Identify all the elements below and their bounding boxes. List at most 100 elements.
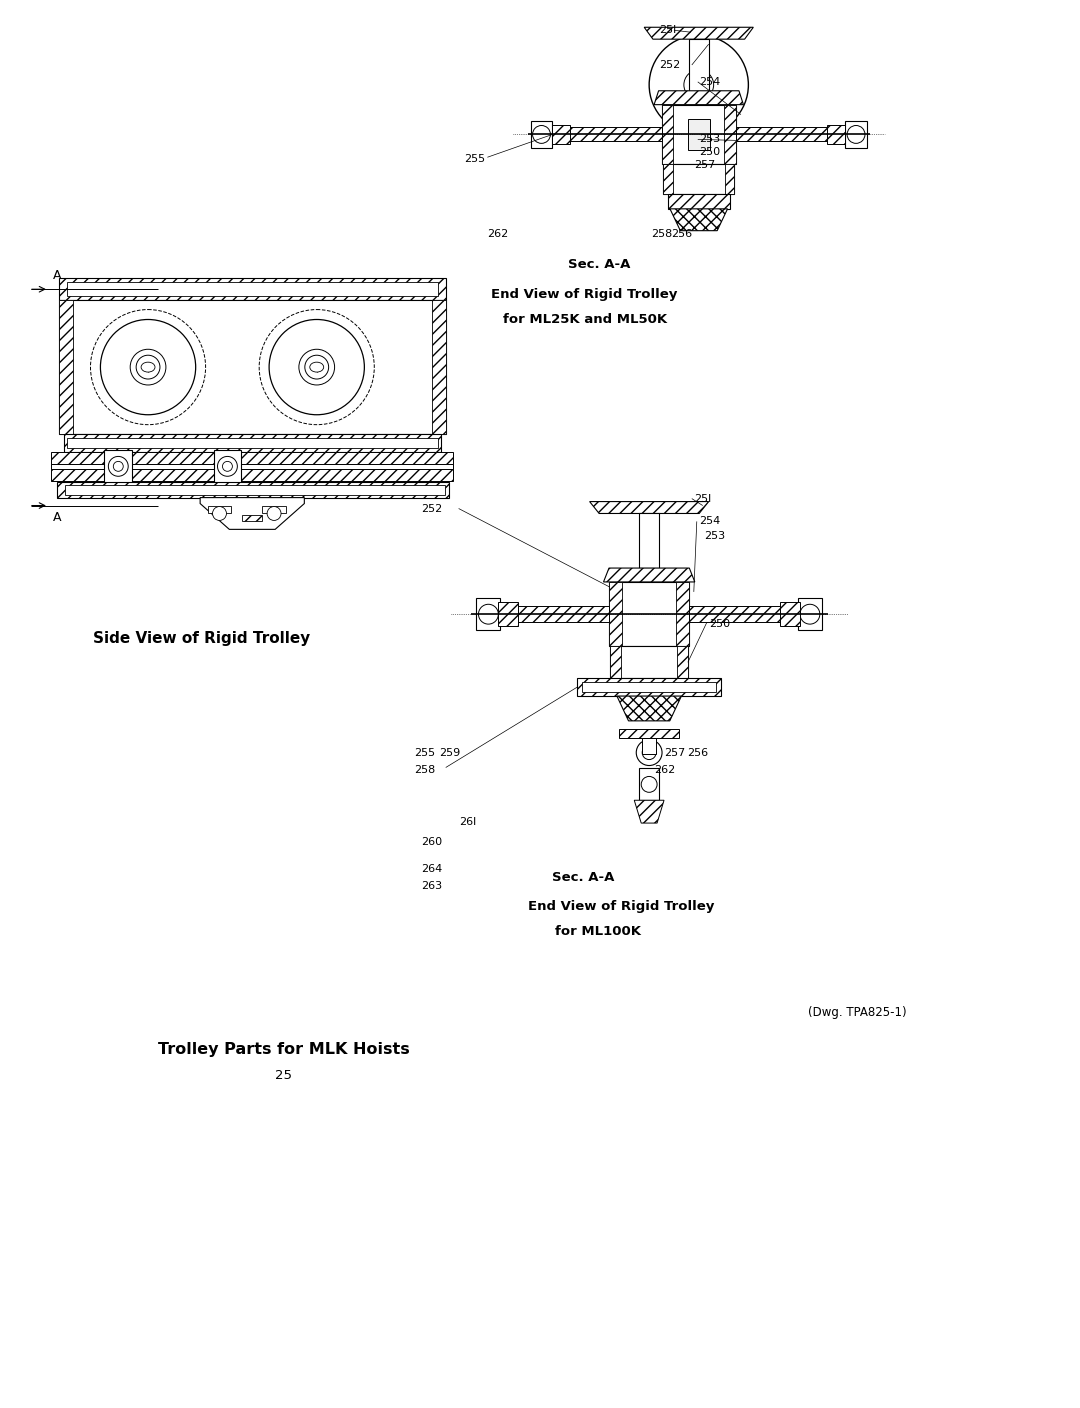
Text: (Dwg. TPA825-1): (Dwg. TPA825-1)	[808, 1005, 906, 1018]
Bar	[58, 279, 446, 300]
Text: 262: 262	[487, 228, 509, 239]
Bar	[688, 118, 710, 151]
Circle shape	[305, 355, 328, 379]
Bar	[662, 104, 674, 165]
Polygon shape	[644, 27, 754, 39]
Text: Trolley Parts for MLK Hoists: Trolley Parts for MLK Hoists	[158, 1042, 410, 1057]
Circle shape	[222, 462, 232, 472]
Bar	[643, 738, 656, 753]
Circle shape	[684, 70, 714, 100]
Circle shape	[100, 320, 195, 415]
Bar	[677, 646, 688, 679]
Bar	[500, 607, 609, 622]
Text: 250: 250	[708, 618, 730, 628]
Bar	[51, 469, 453, 480]
Bar	[724, 104, 735, 165]
Text: 256: 256	[671, 228, 692, 239]
Polygon shape	[604, 567, 694, 582]
Text: 260: 260	[421, 836, 442, 848]
Text: 255: 255	[414, 748, 435, 758]
Bar	[609, 582, 689, 646]
Bar	[58, 300, 446, 434]
Circle shape	[636, 739, 662, 766]
Text: 259: 259	[438, 748, 460, 758]
Bar	[639, 514, 659, 567]
Text: 263: 263	[421, 880, 442, 891]
Circle shape	[847, 125, 865, 144]
Bar	[65, 484, 445, 494]
Circle shape	[213, 507, 227, 521]
Ellipse shape	[141, 362, 156, 372]
Text: 254: 254	[699, 77, 720, 87]
Circle shape	[643, 746, 656, 759]
Text: Side View of Rigid Trolley: Side View of Rigid Trolley	[94, 631, 311, 646]
Bar	[846, 121, 867, 148]
Bar	[242, 515, 262, 521]
Circle shape	[642, 776, 657, 793]
Text: for ML25K and ML50K: for ML25K and ML50K	[502, 313, 666, 327]
Bar	[498, 603, 518, 627]
Bar	[582, 681, 716, 693]
Text: 257: 257	[664, 748, 686, 758]
Circle shape	[267, 507, 281, 521]
Bar	[51, 452, 453, 463]
Polygon shape	[654, 90, 743, 104]
Text: 252: 252	[659, 61, 680, 70]
Polygon shape	[617, 696, 681, 721]
Text: 264: 264	[421, 863, 442, 874]
Bar	[432, 300, 446, 434]
Circle shape	[532, 125, 551, 144]
Text: for ML100K: for ML100K	[555, 925, 640, 938]
Bar	[105, 451, 132, 483]
Bar	[67, 282, 437, 296]
Circle shape	[108, 456, 129, 476]
Circle shape	[800, 604, 820, 624]
Bar	[530, 121, 552, 148]
Text: 253: 253	[704, 531, 725, 541]
Bar	[609, 582, 622, 646]
Circle shape	[113, 462, 123, 472]
Text: 26l: 26l	[459, 817, 476, 826]
Text: 250: 250	[699, 148, 720, 158]
Bar	[610, 646, 621, 679]
Circle shape	[217, 456, 238, 476]
Bar	[58, 300, 72, 434]
Circle shape	[91, 310, 205, 425]
Bar	[689, 607, 798, 622]
Bar	[827, 124, 846, 145]
Text: 257: 257	[693, 161, 715, 170]
Bar	[552, 128, 662, 141]
Text: 252: 252	[421, 504, 442, 514]
Text: 258: 258	[651, 228, 673, 239]
Text: 256: 256	[687, 748, 708, 758]
Text: End View of Rigid Trolley: End View of Rigid Trolley	[528, 901, 715, 914]
Bar	[780, 603, 800, 627]
Bar	[798, 598, 822, 629]
Bar	[214, 451, 241, 483]
Bar	[476, 598, 500, 629]
Text: Sec. A-A: Sec. A-A	[552, 870, 615, 884]
Bar	[676, 582, 689, 646]
Bar	[67, 438, 437, 448]
Bar	[662, 104, 735, 165]
Bar	[262, 505, 286, 514]
Ellipse shape	[310, 362, 324, 372]
Bar	[669, 194, 729, 208]
Circle shape	[478, 604, 498, 624]
Text: 262: 262	[654, 765, 675, 774]
Text: Sec. A-A: Sec. A-A	[568, 259, 631, 272]
Text: 255: 255	[464, 155, 485, 165]
Bar	[689, 39, 708, 90]
Circle shape	[649, 35, 748, 134]
Bar	[552, 124, 570, 145]
Text: 25l: 25l	[693, 494, 711, 504]
Text: 25: 25	[275, 1069, 293, 1083]
Text: A: A	[53, 269, 62, 283]
Bar	[57, 482, 448, 497]
Circle shape	[299, 349, 335, 384]
Polygon shape	[670, 208, 728, 231]
Text: 25l: 25l	[659, 25, 676, 35]
Circle shape	[136, 355, 160, 379]
Circle shape	[259, 310, 375, 425]
Polygon shape	[200, 497, 305, 529]
